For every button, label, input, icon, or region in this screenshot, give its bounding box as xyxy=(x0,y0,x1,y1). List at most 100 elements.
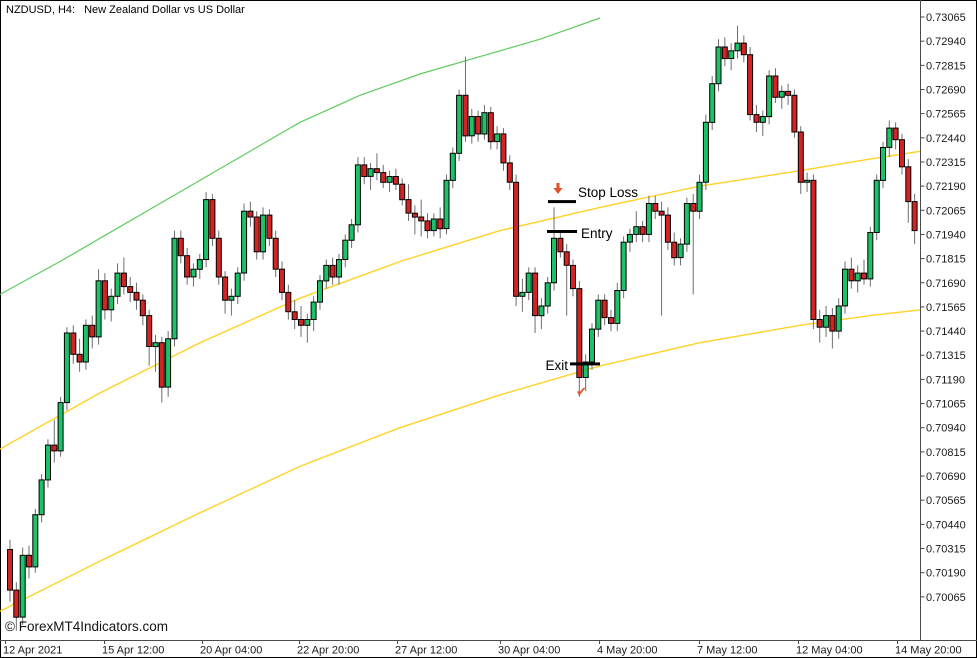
candle xyxy=(26,545,32,579)
candle xyxy=(576,280,583,397)
candle xyxy=(348,219,355,248)
candle xyxy=(911,193,918,245)
time-axis-label: 20 Apr 04:00 xyxy=(200,645,262,657)
time-axis[interactable]: 12 Apr 2021 15 Apr 12:00 20 Apr 04:00 22 Ap… xyxy=(3,640,962,657)
upper-envelope-line xyxy=(0,17,601,295)
candle xyxy=(291,300,298,330)
candle xyxy=(532,267,539,333)
entry-annotation[interactable]: Entry xyxy=(547,226,613,241)
candle xyxy=(683,197,690,252)
candle xyxy=(272,230,279,277)
candle xyxy=(494,126,501,150)
candle xyxy=(582,354,589,391)
candle xyxy=(797,126,804,194)
price-axis-label: 0.72690 xyxy=(926,84,966,96)
candle xyxy=(133,282,140,310)
candle xyxy=(443,174,450,235)
candle xyxy=(551,207,557,291)
chart-symbol-period: NZDUSD, H4: xyxy=(6,4,76,16)
candle xyxy=(734,25,741,59)
candle xyxy=(747,47,754,121)
candle xyxy=(411,205,418,235)
candle xyxy=(589,323,595,370)
candle xyxy=(430,213,437,237)
time-axis-label: 22 Apr 20:00 xyxy=(297,645,359,657)
exit-check-icon: ✔ xyxy=(576,384,587,399)
candle xyxy=(228,288,235,316)
price-axis-label: 0.70440 xyxy=(926,519,966,531)
candle xyxy=(247,201,254,227)
candle xyxy=(696,174,703,219)
candle xyxy=(487,106,494,150)
candle xyxy=(336,253,342,285)
candle xyxy=(816,309,823,343)
exit-annotation[interactable]: Exit ✔ xyxy=(545,358,600,399)
candle xyxy=(215,230,222,285)
candle xyxy=(677,238,684,266)
candle xyxy=(702,114,709,190)
price-axis-label: 0.72190 xyxy=(926,181,966,193)
candle xyxy=(51,420,58,463)
candle xyxy=(449,147,456,189)
candle xyxy=(728,43,735,71)
candle xyxy=(715,39,722,92)
candle xyxy=(570,259,576,297)
candle xyxy=(57,396,64,457)
candle xyxy=(759,110,766,136)
candle xyxy=(513,174,520,306)
price-axis-label: 0.72065 xyxy=(926,205,966,217)
candle xyxy=(620,236,627,299)
candle xyxy=(120,257,127,295)
candle xyxy=(146,309,153,366)
time-axis-label: 14 May 20:00 xyxy=(895,645,962,657)
candle xyxy=(171,230,178,347)
candle xyxy=(842,261,848,314)
candle xyxy=(481,104,488,140)
price-axis-label: 0.70815 xyxy=(926,447,966,459)
price-axis-label: 0.71440 xyxy=(926,326,966,338)
candle xyxy=(367,162,374,190)
candle xyxy=(608,309,614,332)
candle xyxy=(721,37,728,67)
price-axis-label: 0.70190 xyxy=(926,568,966,580)
candle xyxy=(804,172,811,192)
chart-symbol-description: New Zealand Dollar vs US Dollar xyxy=(84,4,245,16)
candle xyxy=(323,259,330,289)
price-axis-label: 0.71940 xyxy=(926,229,966,241)
stop-loss-annotation[interactable]: Stop Loss xyxy=(548,183,638,204)
candle xyxy=(614,282,621,332)
price-axis-label: 0.71565 xyxy=(926,302,966,314)
candle xyxy=(184,248,191,285)
candle xyxy=(70,325,77,364)
candle xyxy=(285,284,292,320)
candle xyxy=(253,211,260,260)
candle xyxy=(854,265,861,293)
candle xyxy=(222,271,229,314)
candle xyxy=(778,85,785,109)
candle xyxy=(880,141,886,189)
candle xyxy=(241,203,248,281)
candle xyxy=(260,207,266,260)
candle xyxy=(740,35,747,63)
candle xyxy=(354,157,361,233)
candle xyxy=(76,338,83,372)
candle xyxy=(310,296,317,332)
time-axis-label: 30 Apr 04:00 xyxy=(498,645,560,657)
candle xyxy=(32,508,39,573)
candle xyxy=(772,68,779,103)
candle xyxy=(905,159,912,223)
candle xyxy=(791,89,798,138)
time-axis-label: 4 May 20:00 xyxy=(597,645,658,657)
price-axis-label: 0.72565 xyxy=(926,109,966,121)
time-axis-label: 27 Apr 12:00 xyxy=(395,645,457,657)
candle xyxy=(829,307,836,349)
candle xyxy=(626,228,633,252)
candle xyxy=(266,209,273,246)
candle xyxy=(380,164,387,189)
price-axis[interactable]: 0.73065 0.72940 0.72815 0.72690 0.72565 0.724… xyxy=(920,12,966,604)
candle xyxy=(45,439,51,488)
candle xyxy=(633,211,640,243)
stop-loss-annotation-label: Stop Loss xyxy=(578,185,638,200)
